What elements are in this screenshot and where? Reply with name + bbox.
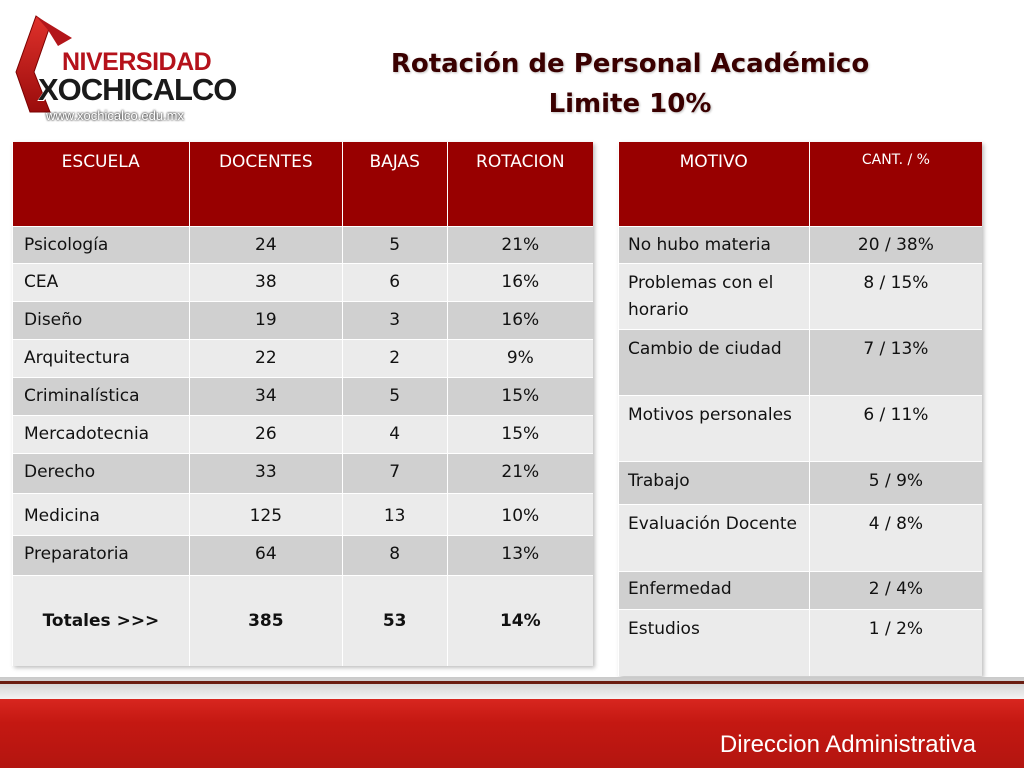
cell-cantidad: 6 / 11% (808, 395, 982, 462)
cell-motivo: Evaluación Docente (618, 504, 810, 572)
reasons-table: MOTIVO CANT. / % No hubo materia 20 / 38… (618, 142, 982, 676)
cell-escuela: Medicina (12, 493, 190, 536)
table-row: Trabajo 5 / 9% (618, 461, 982, 505)
cell-cantidad: 5 / 9% (808, 461, 982, 505)
cell-cantidad: 4 / 8% (808, 504, 982, 572)
cell-motivo: Cambio de ciudad (618, 329, 810, 396)
table-row: Estudios 1 / 2% (618, 609, 982, 676)
header-bajas: BAJAS (341, 142, 448, 227)
schools-rotation-table: ESCUELA DOCENTES BAJAS ROTACION Psicolog… (12, 142, 593, 666)
cell-docentes: 24 (188, 226, 343, 264)
table-row: Evaluación Docente 4 / 8% (618, 504, 982, 572)
cell-cantidad: 20 / 38% (808, 226, 982, 264)
cell-rotacion: 21% (446, 226, 593, 264)
table-row: Mercadotecnia 26 4 15% (12, 415, 593, 454)
table-row: Medicina 125 13 10% (12, 493, 593, 536)
footer-divider (0, 681, 1024, 684)
totals-docentes: 385 (188, 575, 343, 666)
cell-motivo: Trabajo (618, 461, 810, 505)
table-row: Arquitectura 22 2 9% (12, 339, 593, 378)
cell-docentes: 38 (188, 263, 343, 302)
table-row: Psicología 24 5 21% (12, 226, 593, 264)
header-motivo: MOTIVO (618, 142, 810, 227)
cell-escuela: Preparatoria (12, 535, 190, 576)
cell-escuela: Arquitectura (12, 339, 190, 378)
header-escuela: ESCUELA (12, 142, 190, 227)
cell-escuela: Diseño (12, 301, 190, 340)
cell-docentes: 26 (188, 415, 343, 454)
cell-docentes: 125 (188, 493, 343, 536)
cell-motivo: Estudios (618, 609, 810, 676)
table-row: Preparatoria 64 8 13% (12, 535, 593, 576)
cell-escuela: Mercadotecnia (12, 415, 190, 454)
header-docentes: DOCENTES (188, 142, 343, 227)
cell-bajas: 4 (341, 415, 448, 454)
cell-bajas: 8 (341, 535, 448, 576)
cell-docentes: 33 (188, 453, 343, 494)
cell-bajas: 2 (341, 339, 448, 378)
title-line-1: Rotación de Personal Académico (390, 49, 870, 79)
cell-bajas: 3 (341, 301, 448, 340)
cell-motivo: Motivos personales (618, 395, 810, 462)
cell-bajas: 5 (341, 377, 448, 416)
totals-label: Totales >>> (12, 575, 190, 666)
table-row: CEA 38 6 16% (12, 263, 593, 302)
table-row: Cambio de ciudad 7 / 13% (618, 329, 982, 396)
cell-rotacion: 21% (446, 453, 593, 494)
cell-rotacion: 16% (446, 263, 593, 302)
cell-bajas: 6 (341, 263, 448, 302)
logo-bottom-text: XOCHICALCO (38, 72, 237, 107)
totals-rotacion: 14% (446, 575, 593, 666)
cell-escuela: Psicología (12, 226, 190, 264)
header-rotacion: ROTACION (446, 142, 593, 227)
logo-url[interactable]: www.xochicalco.edu.mx (46, 108, 184, 123)
table-row: Motivos personales 6 / 11% (618, 395, 982, 462)
totals-bajas: 53 (341, 575, 448, 666)
cell-rotacion: 15% (446, 415, 593, 454)
page-title: Rotación de Personal Académico Limite 10… (330, 44, 930, 124)
university-logo: NIVERSIDAD XOCHICALCO www.xochicalco.edu… (10, 12, 242, 124)
cell-escuela: Criminalística (12, 377, 190, 416)
cell-docentes: 64 (188, 535, 343, 576)
table-row: Derecho 33 7 21% (12, 453, 593, 494)
logo-top-text: NIVERSIDAD (62, 48, 212, 76)
cell-cantidad: 2 / 4% (808, 571, 982, 610)
table-row: Enfermedad 2 / 4% (618, 571, 982, 610)
cell-escuela: CEA (12, 263, 190, 302)
cell-motivo: Enfermedad (618, 571, 810, 610)
title-line-2: Limite 10% (548, 89, 712, 119)
cell-rotacion: 13% (446, 535, 593, 576)
header-cantidad: CANT. / % (808, 142, 982, 227)
cell-rotacion: 15% (446, 377, 593, 416)
logo-emblem-icon (15, 15, 72, 113)
cell-rotacion: 16% (446, 301, 593, 340)
cell-cantidad: 8 / 15% (808, 263, 982, 330)
table-row: Criminalística 34 5 15% (12, 377, 593, 416)
cell-rotacion: 10% (446, 493, 593, 536)
cell-cantidad: 1 / 2% (808, 609, 982, 676)
cell-motivo: Problemas con el horario (618, 263, 810, 330)
footer-text: Direccion Administrativa (719, 731, 976, 758)
cell-bajas: 5 (341, 226, 448, 264)
cell-bajas: 13 (341, 493, 448, 536)
cell-cantidad: 7 / 13% (808, 329, 982, 396)
table-row: No hubo materia 20 / 38% (618, 226, 982, 264)
footer-red-band (0, 699, 1024, 768)
cell-bajas: 7 (341, 453, 448, 494)
cell-docentes: 34 (188, 377, 343, 416)
totals-row: Totales >>> 385 53 14% (12, 575, 593, 666)
cell-escuela: Derecho (12, 453, 190, 494)
table-header-row: MOTIVO CANT. / % (618, 142, 982, 227)
table-row: Diseño 19 3 16% (12, 301, 593, 340)
table-row: Problemas con el horario 8 / 15% (618, 263, 982, 330)
table-header-row: ESCUELA DOCENTES BAJAS ROTACION (12, 142, 593, 227)
cell-rotacion: 9% (446, 339, 593, 378)
cell-docentes: 19 (188, 301, 343, 340)
cell-motivo: No hubo materia (618, 226, 810, 264)
cell-docentes: 22 (188, 339, 343, 378)
